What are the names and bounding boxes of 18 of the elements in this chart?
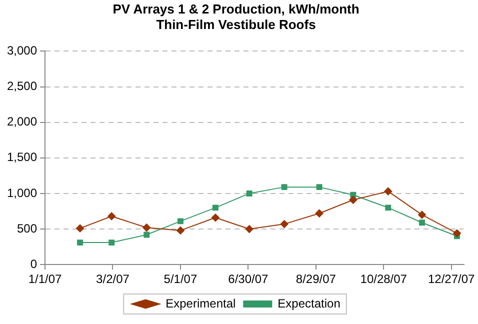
text: Thin-Film Vestibule Roofs bbox=[156, 16, 316, 32]
y-tick-label: 3,000 bbox=[7, 44, 38, 58]
x-tick-label: 8/29/07 bbox=[296, 272, 336, 286]
x-tick-label: 6/30/07 bbox=[228, 272, 269, 286]
x-tick-label: 3/2/07 bbox=[96, 272, 130, 286]
y-tick-label: 500 bbox=[17, 221, 38, 236]
text: PV Arrays 1 & 2 Production, kWh/month bbox=[112, 1, 360, 16]
x-tick-label: 12/27/07 bbox=[428, 272, 476, 286]
y-tick-label: 1,500 bbox=[7, 150, 38, 164]
x-tick-label: 5/1/07 bbox=[164, 272, 198, 286]
y-tick-label: 0 bbox=[30, 256, 38, 271]
x-tick-label: 1/1/07 bbox=[28, 272, 62, 286]
y-tick-label: 2,500 bbox=[7, 79, 38, 94]
legend-label: Experimental bbox=[166, 296, 236, 310]
y-tick-label: 1,000 bbox=[7, 186, 38, 200]
legend-label: Expectation bbox=[278, 296, 340, 310]
x-tick-label: 10/28/07 bbox=[360, 272, 408, 286]
y-tick-label: 2,000 bbox=[7, 114, 38, 129]
